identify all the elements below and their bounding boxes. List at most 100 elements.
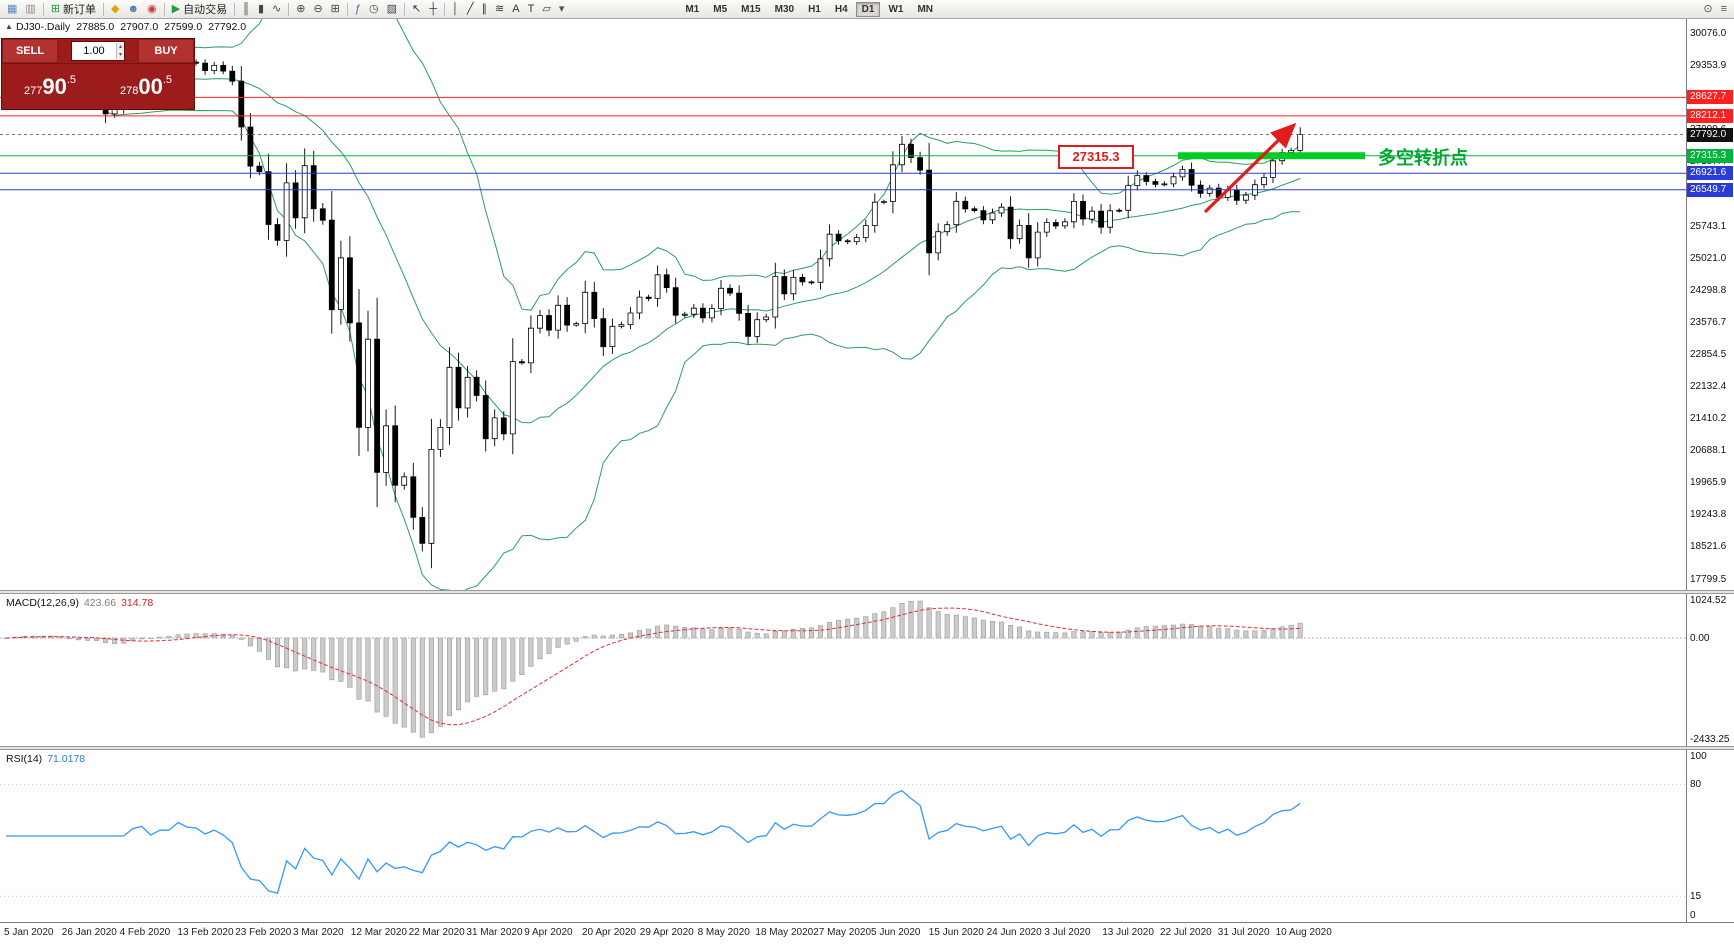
time-axis[interactable]: 5 Jan 2020 26 Jan 2020 4 Feb 2020 13 Feb 20… [0,922,1734,944]
buy-price[interactable]: 27800.5 [98,74,194,100]
volume-input[interactable] [71,43,116,59]
channel-tool-button[interactable]: ∥ [479,1,491,18]
date-label: 18 May 2020 [755,927,814,938]
trendline-tool-icon: ╱ [466,2,474,15]
zoom-in-button[interactable]: ⊕ [293,1,308,18]
date-label: 15 Jun 2020 [928,927,984,938]
line-chart-type-button[interactable]: ∿ [269,1,284,18]
timeframe-w1[interactable]: W1 [888,3,904,15]
date-label: 12 Mar 2020 [350,927,407,938]
fibonacci-tool-button[interactable]: ≋ [492,1,507,18]
tile-windows-button[interactable]: ⊞ [328,1,343,18]
timeframe-m1[interactable]: M1 [685,3,700,15]
macd-label: MACD(12,26,9) 423.66 314.78 [6,597,158,609]
macd-splitter[interactable] [0,590,1734,594]
toolbar-separator [404,2,406,16]
bar-chart-type-button[interactable]: ║ [239,1,253,18]
date-label: 31 Jul 2020 [1217,927,1270,938]
toolbar-separator [346,2,348,16]
timeframe-m5[interactable]: M5 [713,3,728,15]
market-watch-button[interactable]: ☻ [125,1,143,18]
toolbar-separator [103,2,105,16]
market-watch-icon: ☻ [127,2,140,15]
rsi-splitter[interactable] [0,746,1734,750]
timeframe-h4[interactable]: H4 [834,3,848,15]
periods-button[interactable]: ◷ [366,1,382,18]
rsi-line [6,789,1301,894]
price-badge: 28627.7 [1687,90,1733,105]
timeframe-m30[interactable]: M30 [774,3,795,15]
cursor-button[interactable]: ↖ [409,1,424,18]
sell-price-suffix: .5 [66,74,77,86]
price-badge: 26921.6 [1687,166,1733,181]
macd-signal-value: 314.78 [121,597,154,609]
toolbar-icon-group: ▦ ▥ ⊞ 新订单 ◆ ☻ ◉ ▶ 自动交易 ║ ▮ ∿ ⊕ ⊖ ⊞ ƒ ◷ ▧ ↖ ┼ │ ╱ ∥ ≋ A T ▱ ▾ [3,1,568,18]
date-label: 20 Apr 2020 [582,927,636,938]
ohlc-low: 27599.0 [164,21,203,33]
date-label: 22 Mar 2020 [408,927,465,938]
zoom-out-icon: ⊖ [313,2,323,15]
price-axis-label: 29353.9 [1690,60,1727,72]
date-label: 10 Aug 2020 [1275,927,1332,938]
sell-button[interactable]: SELL [2,39,58,63]
crosshair-button[interactable]: ┼ [426,1,440,18]
volume-up-button[interactable]: ▴ [116,43,124,51]
rsi-axis-label: 0 [1690,910,1696,921]
shapes-tool-icon: ▱ [542,2,551,15]
symbols-button[interactable]: ◆ [108,1,122,18]
shapes-tool-button[interactable]: ▱ [539,1,553,18]
label-tool-button[interactable]: T [525,1,538,18]
timeframe-mn[interactable]: MN [917,3,934,15]
search-button[interactable]: ⊙ [1700,1,1715,18]
date-label: 23 Feb 2020 [235,927,292,938]
indicators-icon: ƒ [354,2,362,15]
sell-price-prefix: 277 [23,85,43,97]
candle-chart-type-button[interactable]: ▮ [255,1,267,18]
main-chart-panel[interactable] [0,19,1686,590]
macd-chart-surface[interactable] [0,594,1686,746]
new-chart-button[interactable]: ▦ [4,1,20,18]
macd-axis-label: 1024.52 [1690,595,1727,606]
price-annotation-box[interactable]: 27315.3 [1058,145,1134,169]
text-tool-button[interactable]: A [509,1,522,18]
ohlc-open: 27885.0 [76,21,115,33]
shapes-dropdown-button[interactable]: ▾ [556,1,568,18]
vertical-line-tool-button[interactable]: │ [449,1,462,18]
new-order-icon: ⊞ [50,2,61,15]
autotrading-label: 自动交易 [183,4,228,16]
one-click-collapse-icon[interactable]: ▲ [5,22,13,31]
timeframe-m15[interactable]: M15 [741,3,761,15]
trend-arrow[interactable] [1203,122,1297,214]
autotrading-button[interactable]: ▶ 自动交易 [169,1,230,18]
rsi-axis-label: 15 [1690,891,1702,903]
horizontal-levels[interactable] [0,96,1686,191]
timeframe-h1[interactable]: H1 [808,3,821,15]
indicators-button[interactable]: ƒ [352,1,364,18]
new-order-button[interactable]: ⊞ 新订单 [48,1,99,18]
sell-price-big: 90 [42,74,67,99]
sell-price[interactable]: 27790.5 [2,74,98,100]
macd-axis-label: -2433.25 [1690,734,1730,745]
timeframe-d1[interactable]: D1 [855,1,881,17]
buy-price-suffix: .5 [162,74,173,86]
menu-button[interactable]: ≡ [1718,1,1730,18]
rsi-panel[interactable] [0,750,1686,922]
price-chart-surface[interactable] [0,19,1686,590]
autotrading-icon: ▶ [171,2,181,15]
profiles-button[interactable]: ▥ [22,1,38,18]
buy-button[interactable]: BUY [138,39,194,63]
price-axis-label: 19243.8 [1690,509,1727,521]
mql5-community-button[interactable]: ◉ [144,1,160,18]
trendline-tool-button[interactable]: ╱ [464,1,477,18]
price-axis-label: 25743.1 [1690,220,1727,232]
zoom-out-button[interactable]: ⊖ [310,1,325,18]
toolbar-separator [163,2,165,16]
macd-panel[interactable] [0,594,1686,746]
buy-price-prefix: 278 [119,85,139,97]
templates-button[interactable]: ▧ [384,1,400,18]
price-axis-label: 24298.8 [1690,284,1727,296]
profiles-icon: ▥ [25,2,36,15]
turning-point-label[interactable]: 多空转折点 [1378,148,1468,168]
rsi-chart-surface[interactable] [0,750,1686,922]
volume-down-button[interactable]: ▾ [116,51,124,59]
